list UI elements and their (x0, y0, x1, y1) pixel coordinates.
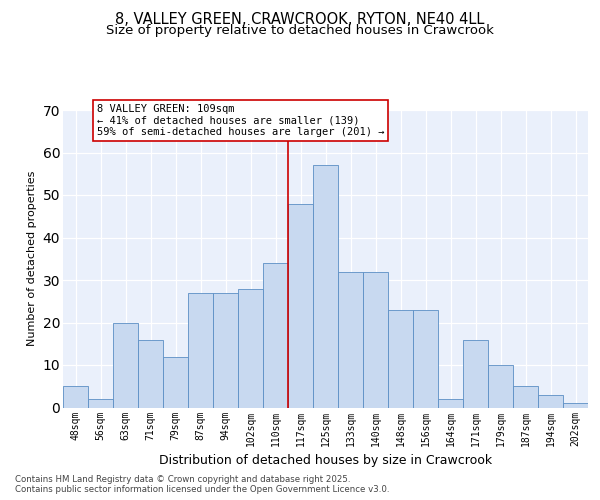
Text: Contains HM Land Registry data © Crown copyright and database right 2025.
Contai: Contains HM Land Registry data © Crown c… (15, 474, 389, 494)
Bar (263, 263, 288, 408)
Y-axis label: Number of detached properties: Number of detached properties (27, 171, 37, 346)
Bar (63, 386, 88, 407)
Bar (413, 310, 438, 408)
Bar (188, 292, 213, 408)
Bar (313, 165, 338, 408)
Bar (438, 399, 463, 407)
X-axis label: Distribution of detached houses by size in Crawcrook: Distribution of detached houses by size … (159, 454, 492, 467)
Bar (213, 292, 238, 408)
Bar (463, 340, 488, 407)
Text: 8 VALLEY GREEN: 109sqm
← 41% of detached houses are smaller (139)
59% of semi-de: 8 VALLEY GREEN: 109sqm ← 41% of detached… (97, 104, 384, 137)
Bar (113, 322, 138, 408)
Bar (388, 310, 413, 408)
Bar (138, 340, 163, 407)
Bar (163, 356, 188, 408)
Bar (238, 288, 263, 408)
Bar (338, 272, 363, 407)
Bar (88, 399, 113, 407)
Bar (488, 365, 513, 408)
Bar (513, 386, 538, 407)
Bar (563, 403, 588, 407)
Bar (288, 204, 313, 408)
Text: 8, VALLEY GREEN, CRAWCROOK, RYTON, NE40 4LL: 8, VALLEY GREEN, CRAWCROOK, RYTON, NE40 … (115, 12, 485, 28)
Bar (538, 395, 563, 407)
Text: Size of property relative to detached houses in Crawcrook: Size of property relative to detached ho… (106, 24, 494, 37)
Bar (363, 272, 388, 407)
